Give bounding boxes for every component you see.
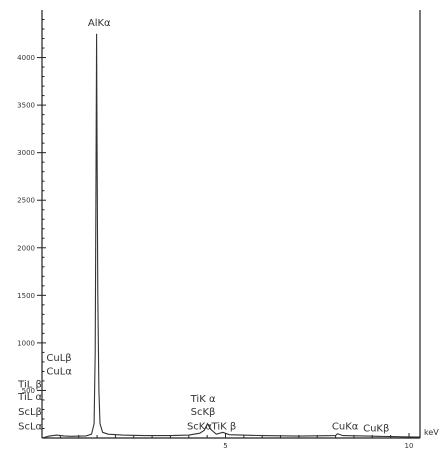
peak-label: CuKβ [363,423,389,434]
peak-label: CuLα [46,366,72,377]
peak-label: TiL β [17,380,42,391]
peak-label: ScKα [187,421,212,432]
peak-label: CuLβ [46,353,71,364]
peak-label: ScKβ [191,407,216,418]
x-tick-label: 5 [223,442,227,450]
peak-label: AlKα [88,18,111,29]
y-tick-label: 4000 [17,54,35,62]
y-tick-label: 3000 [17,149,35,157]
spectrum-line [41,33,421,439]
y-tick-label: 2000 [17,244,35,252]
peak-label: TiK β [211,421,237,432]
series-group [41,33,421,439]
x-axis-unit-label: keV [424,428,439,437]
peak-label: CuKα [332,421,359,432]
y-tick-label: 2500 [17,197,35,205]
y-tick-label: 500 [22,387,35,395]
peak-label: TiK α [190,394,216,405]
peak-label: ScLα [18,421,42,432]
x-tick-label: 10 [405,442,414,450]
axes: 500 1000 1500 2000 2500 3000 3500 4000 5 10 keV [17,10,439,450]
y-tick-label: 1500 [17,292,35,300]
y-tick-label: 1000 [17,339,35,347]
peak-label: TiL α [17,392,42,403]
peak-label: ScLβ [18,407,42,418]
y-tick-label: 3500 [17,102,35,110]
